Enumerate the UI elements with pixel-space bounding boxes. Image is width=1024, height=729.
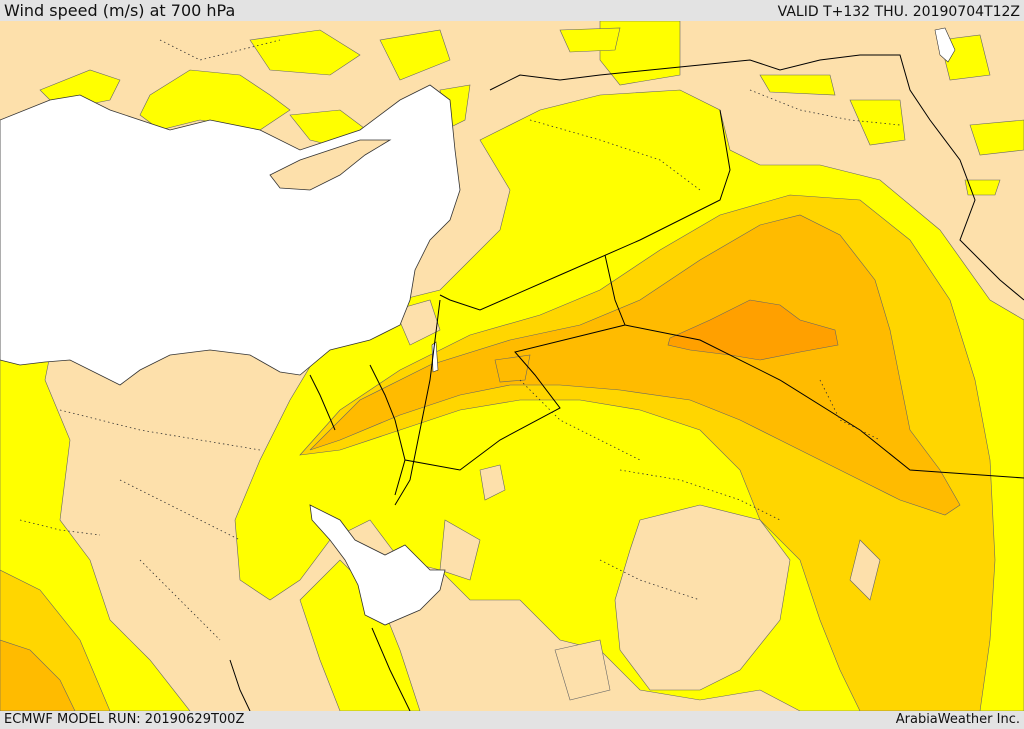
footer-bar: ECMWF MODEL RUN: 20190629T00Z ArabiaWeat…	[0, 711, 1024, 729]
calm-patches	[299, 299, 881, 701]
lake-urmia	[934, 27, 956, 63]
header-bar: Wind speed (m/s) at 700 hPa VALID T+132 …	[0, 0, 1024, 21]
model-run-label: ECMWF MODEL RUN: 20190629T00Z	[4, 712, 245, 727]
wind-speed-map	[0, 21, 1024, 711]
map-title: Wind speed (m/s) at 700 hPa	[4, 1, 236, 20]
valid-time: VALID T+132 THU. 20190704T12Z	[777, 4, 1020, 20]
cyprus-island	[269, 139, 392, 191]
province-lines	[19, 39, 901, 641]
credit-label: ArabiaWeather Inc.	[895, 712, 1020, 727]
wind-band-3	[0, 214, 961, 711]
red-sea	[309, 504, 446, 626]
country-borders	[229, 54, 1024, 711]
